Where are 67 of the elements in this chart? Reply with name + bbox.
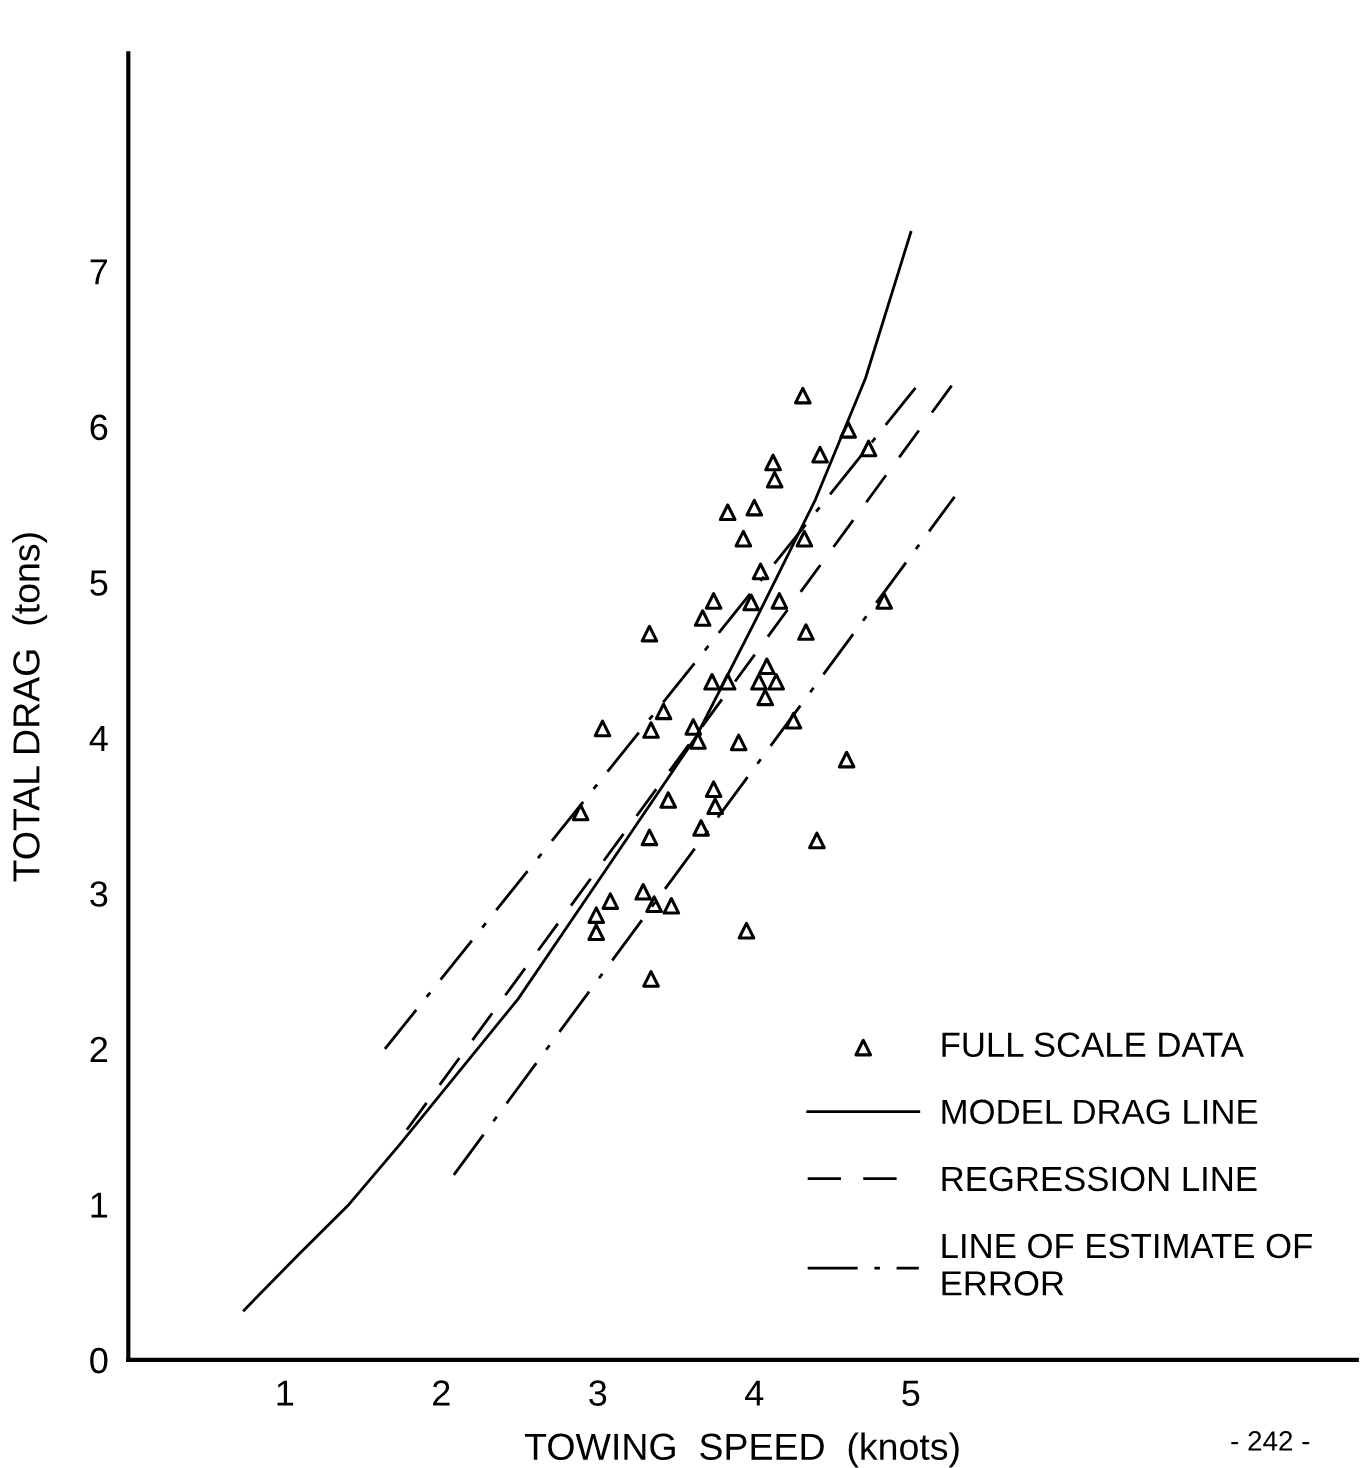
point xyxy=(839,421,858,439)
legend-label: MODEL DRAG LINE xyxy=(942,1099,1258,1125)
point xyxy=(859,439,878,458)
y-tick-label: 5 xyxy=(90,570,108,596)
point xyxy=(751,562,770,581)
point xyxy=(640,828,659,847)
y-tick-label: 3 xyxy=(90,881,108,907)
point xyxy=(750,673,768,691)
point xyxy=(692,819,710,837)
y-tick-label: 0 xyxy=(90,1347,108,1374)
point xyxy=(634,882,652,901)
point xyxy=(587,923,606,942)
x-tick-label: 3 xyxy=(589,1380,607,1406)
y-tick-label: 4 xyxy=(89,726,108,751)
point xyxy=(875,592,893,610)
point xyxy=(770,592,789,610)
point xyxy=(684,718,703,736)
point xyxy=(794,386,812,405)
y-tick-label: 2 xyxy=(90,1036,108,1062)
point xyxy=(662,896,681,915)
x-tick-label: 1 xyxy=(277,1380,294,1406)
x-axis-title: TOWING SPEED (knots) xyxy=(524,1432,959,1468)
point xyxy=(718,503,737,522)
point xyxy=(642,970,660,988)
point xyxy=(704,592,723,610)
point xyxy=(693,609,712,627)
legend-label: REGRESSION LINE xyxy=(942,1166,1257,1192)
point xyxy=(765,470,784,489)
point xyxy=(808,831,826,850)
y-tick-label: 1 xyxy=(91,1192,108,1218)
y-tick-label: 6 xyxy=(90,414,108,441)
point xyxy=(703,673,721,691)
x-tick-label: 2 xyxy=(433,1380,450,1406)
legend-label: FULL SCALE DATA xyxy=(942,1032,1244,1058)
point xyxy=(837,750,856,769)
y-axis-title: TOTAL DRAG (tons) xyxy=(12,533,48,882)
point xyxy=(795,529,814,548)
y-tick-label: 7 xyxy=(90,259,108,285)
point xyxy=(645,895,663,914)
point xyxy=(706,797,724,816)
point xyxy=(742,593,760,612)
x-tick-label: 4 xyxy=(745,1380,764,1406)
point xyxy=(784,711,803,730)
point xyxy=(758,657,776,676)
point xyxy=(718,673,737,691)
point xyxy=(654,702,673,721)
text: - 242 - xyxy=(1231,1431,1310,1451)
point xyxy=(642,721,660,739)
point xyxy=(745,498,764,517)
point xyxy=(797,623,815,641)
point xyxy=(767,673,786,691)
point xyxy=(811,445,829,464)
point xyxy=(659,791,678,809)
point xyxy=(689,732,707,750)
point xyxy=(756,688,775,707)
point xyxy=(734,529,753,548)
point xyxy=(640,624,659,643)
x-tick-label: 5 xyxy=(902,1380,920,1406)
point xyxy=(764,453,782,472)
point xyxy=(601,892,620,910)
point xyxy=(571,803,590,822)
point xyxy=(587,906,606,924)
point xyxy=(737,921,756,940)
point xyxy=(593,719,612,738)
point xyxy=(729,733,748,752)
point xyxy=(704,780,723,798)
legend-label: LINE OF ESTIMATE OF ERROR xyxy=(942,1233,1312,1296)
